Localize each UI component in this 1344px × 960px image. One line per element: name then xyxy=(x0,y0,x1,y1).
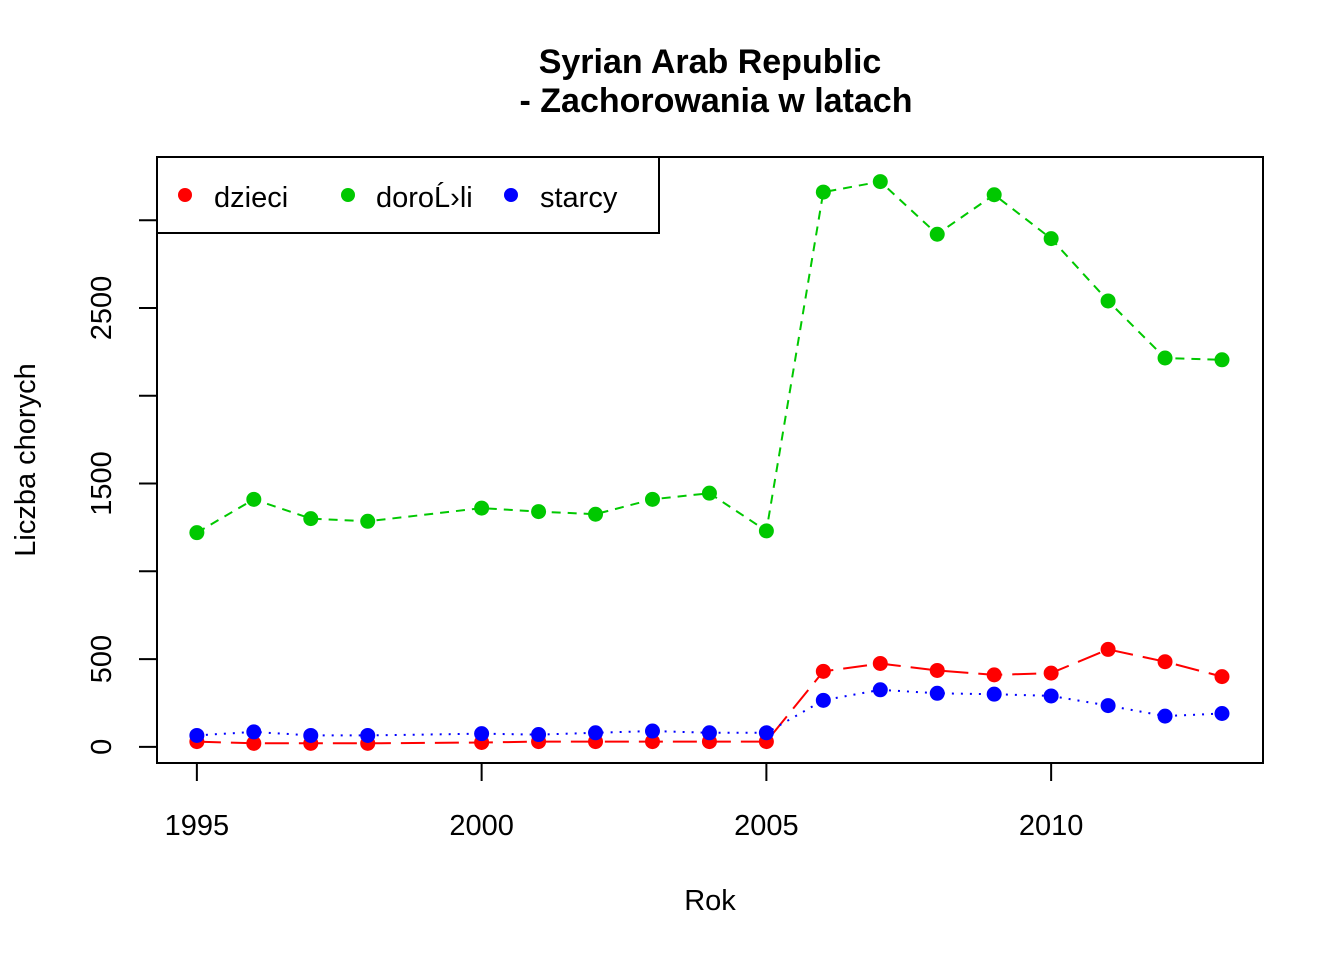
data-point xyxy=(815,692,831,708)
data-point xyxy=(701,485,717,501)
data-point xyxy=(588,506,604,522)
data-point xyxy=(1214,669,1230,685)
x-tick-label: 1995 xyxy=(165,810,230,842)
x-tick-label: 2005 xyxy=(734,810,799,842)
data-point xyxy=(1214,705,1230,721)
data-point xyxy=(474,726,490,742)
y-tick-label: 1500 xyxy=(86,451,118,516)
legend: dzieci doroĹ›li starcy xyxy=(156,156,660,234)
data-point xyxy=(644,491,660,507)
data-point xyxy=(303,727,319,743)
data-point xyxy=(360,727,376,743)
x-axis: 1995 2000 2005 2010 xyxy=(165,762,1084,842)
data-point xyxy=(474,500,490,516)
chart-subtitle: - Zachorowania w latach xyxy=(520,82,913,120)
data-point xyxy=(1100,698,1116,714)
data-point xyxy=(872,655,888,671)
y-tick-label: 500 xyxy=(86,635,118,683)
data-point xyxy=(644,734,660,750)
data-point xyxy=(986,187,1002,203)
data-point xyxy=(531,727,547,743)
plot-frame xyxy=(156,156,1264,764)
data-point xyxy=(758,725,774,741)
data-point xyxy=(1214,352,1230,368)
data-point xyxy=(644,723,660,739)
legend-label-dorosli: doroĹ›li xyxy=(376,181,473,214)
data-point xyxy=(189,727,205,743)
data-point xyxy=(986,667,1002,683)
data-point xyxy=(758,523,774,539)
series-line xyxy=(196,180,1223,534)
legend-label-dzieci: dzieci xyxy=(214,182,288,214)
y-axis: 0 500 1500 2500 xyxy=(86,217,158,755)
data-point xyxy=(701,725,717,741)
series-1 xyxy=(189,174,1230,541)
data-point xyxy=(1100,641,1116,657)
x-tick-label: 2000 xyxy=(449,810,514,842)
data-point xyxy=(360,513,376,529)
series-2 xyxy=(189,682,1230,743)
data-point xyxy=(189,525,205,541)
data-point xyxy=(1157,654,1173,670)
y-tick-label: 2500 xyxy=(86,276,118,341)
data-point xyxy=(872,682,888,698)
data-point xyxy=(872,174,888,190)
y-axis-title: Liczba chorych xyxy=(10,363,42,556)
data-point xyxy=(246,735,262,751)
x-axis-title: Rok xyxy=(684,885,736,917)
data-point xyxy=(303,511,319,527)
legend-marker-starcy xyxy=(504,188,518,202)
data-point xyxy=(588,725,604,741)
data-point xyxy=(246,724,262,740)
y-tick-label: 0 xyxy=(86,739,118,755)
data-point xyxy=(1157,708,1173,724)
data-point xyxy=(531,504,547,520)
series-line xyxy=(196,648,1223,745)
series-layer xyxy=(189,174,1230,751)
data-point xyxy=(246,491,262,507)
data-point xyxy=(1043,665,1059,681)
data-point xyxy=(929,226,945,242)
legend-box xyxy=(156,156,660,234)
chart-title: Syrian Arab Republic xyxy=(539,43,882,81)
legend-label-starcy: starcy xyxy=(540,182,618,214)
data-point xyxy=(1100,293,1116,309)
legend-marker-dzieci xyxy=(178,188,192,202)
data-point xyxy=(1043,231,1059,247)
data-point xyxy=(1157,350,1173,366)
legend-marker-dorosli xyxy=(341,188,355,202)
data-point xyxy=(986,686,1002,702)
x-tick-label: 2010 xyxy=(1019,810,1084,842)
data-point xyxy=(815,663,831,679)
data-point xyxy=(929,662,945,678)
series-line xyxy=(196,688,1223,737)
data-point xyxy=(929,685,945,701)
data-point xyxy=(815,184,831,200)
data-point xyxy=(1043,688,1059,704)
